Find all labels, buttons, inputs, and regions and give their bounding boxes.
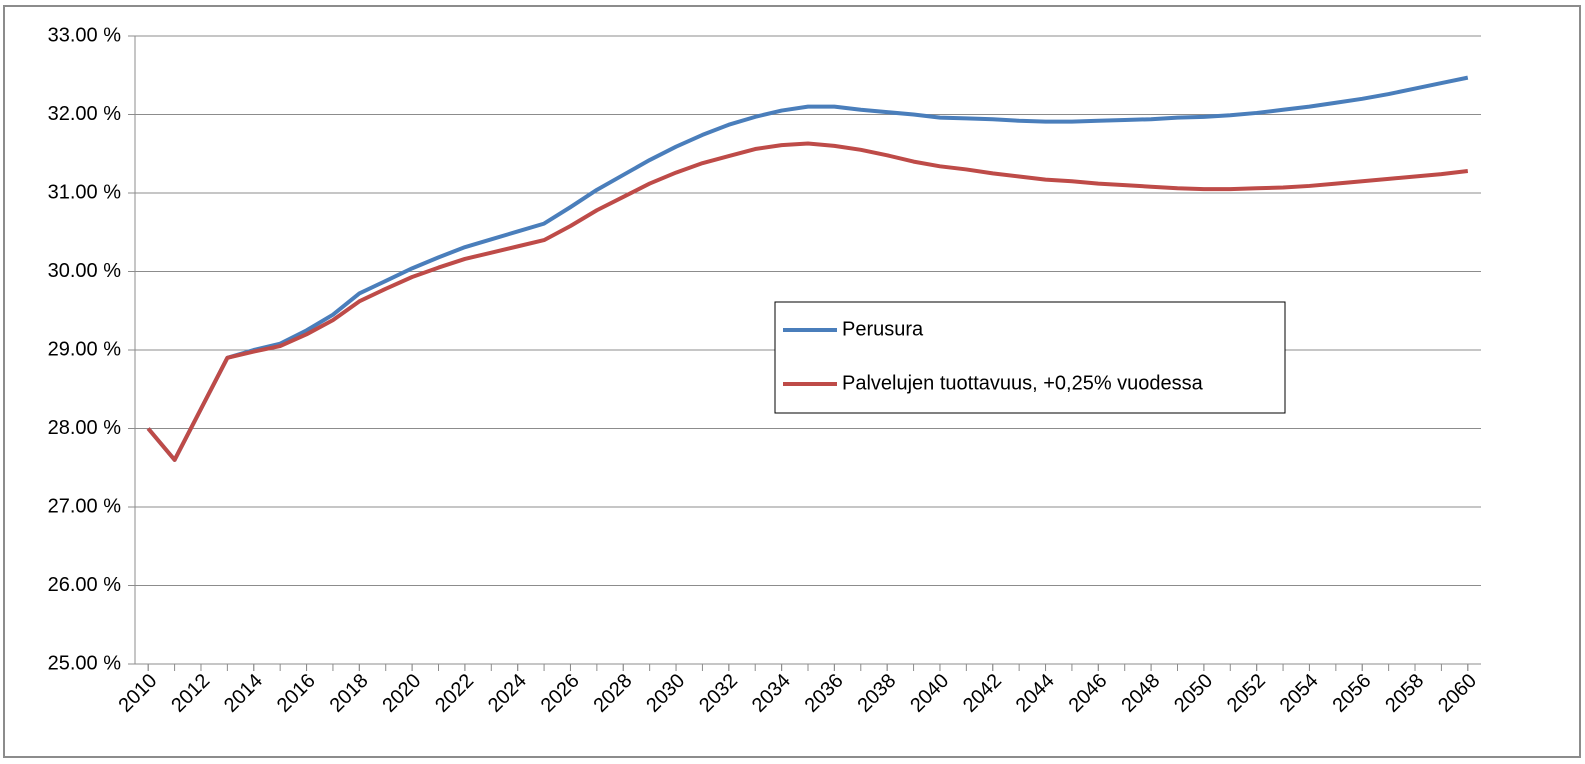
y-tick-label: 26.00 % [48,574,122,596]
y-tick-label: 25.00 % [48,652,122,674]
series-line [146,75,1469,462]
y-tick-label: 32.00 % [48,103,122,125]
y-tick-label: 33.00 % [48,24,122,46]
y-tick-label: 27.00 % [48,495,122,517]
y-tick-label: 29.00 % [48,338,122,360]
y-tick-label: 28.00 % [48,417,122,439]
legend-box [774,301,1286,414]
y-tick-label: 30.00 % [48,260,122,282]
y-tick-label: 31.00 % [48,181,122,203]
series-line [146,141,1469,462]
legend-label: Palvelujen tuottavuus, +0,25% vuodessa [842,372,1204,394]
legend-label: Perusura [842,318,924,340]
